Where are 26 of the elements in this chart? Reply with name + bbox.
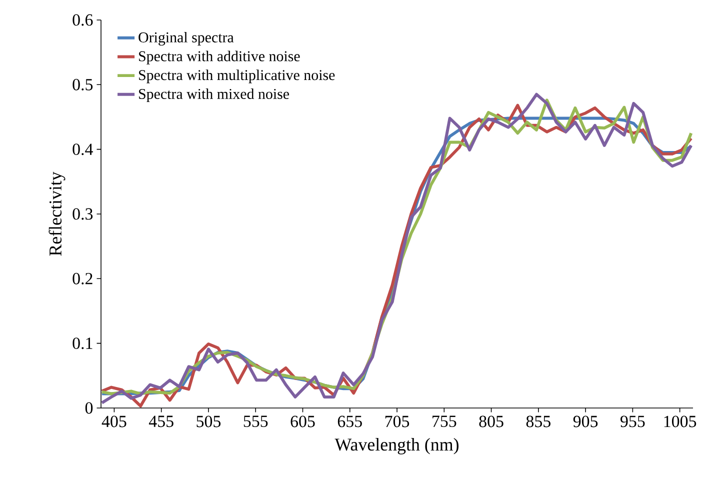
legend-label: Spectra with mixed noise (139, 88, 290, 102)
y-tick-label: 0.5 (72, 78, 93, 90)
y-tick-label: 0.6 (72, 14, 93, 26)
x-tick-label: 605 (290, 416, 315, 428)
y-axis-title: Reflectivity (48, 172, 66, 256)
y-tick-label: 0.4 (72, 144, 93, 156)
x-tick-label: 705 (385, 416, 410, 428)
x-tick-label: 1005 (664, 416, 696, 428)
x-tick-label: 755 (432, 416, 456, 428)
legend-label: Spectra with additive noise (139, 50, 300, 64)
y-tick-label: 0.3 (72, 208, 93, 220)
x-tick-label: 555 (244, 416, 268, 428)
x-tick-label: 405 (102, 416, 126, 428)
y-tick-label: 0 (85, 402, 93, 414)
x-tick-label: 855 (526, 416, 550, 428)
x-tick-label: 655 (338, 416, 362, 428)
x-tick-label: 955 (620, 416, 645, 428)
y-tick-label: 0.2 (72, 272, 92, 284)
x-tick-label: 805 (479, 416, 504, 428)
legend-label: Spectra with multiplicative noise (139, 70, 335, 84)
x-tick-label: 505 (196, 416, 221, 428)
y-tick-label: 0.1 (72, 338, 92, 350)
x-tick-label: 455 (148, 416, 174, 428)
x-tick-label: 905 (573, 416, 598, 428)
legend-label: Original spectra (138, 32, 234, 46)
x-axis-title: Wavelength (nm) (334, 438, 458, 454)
